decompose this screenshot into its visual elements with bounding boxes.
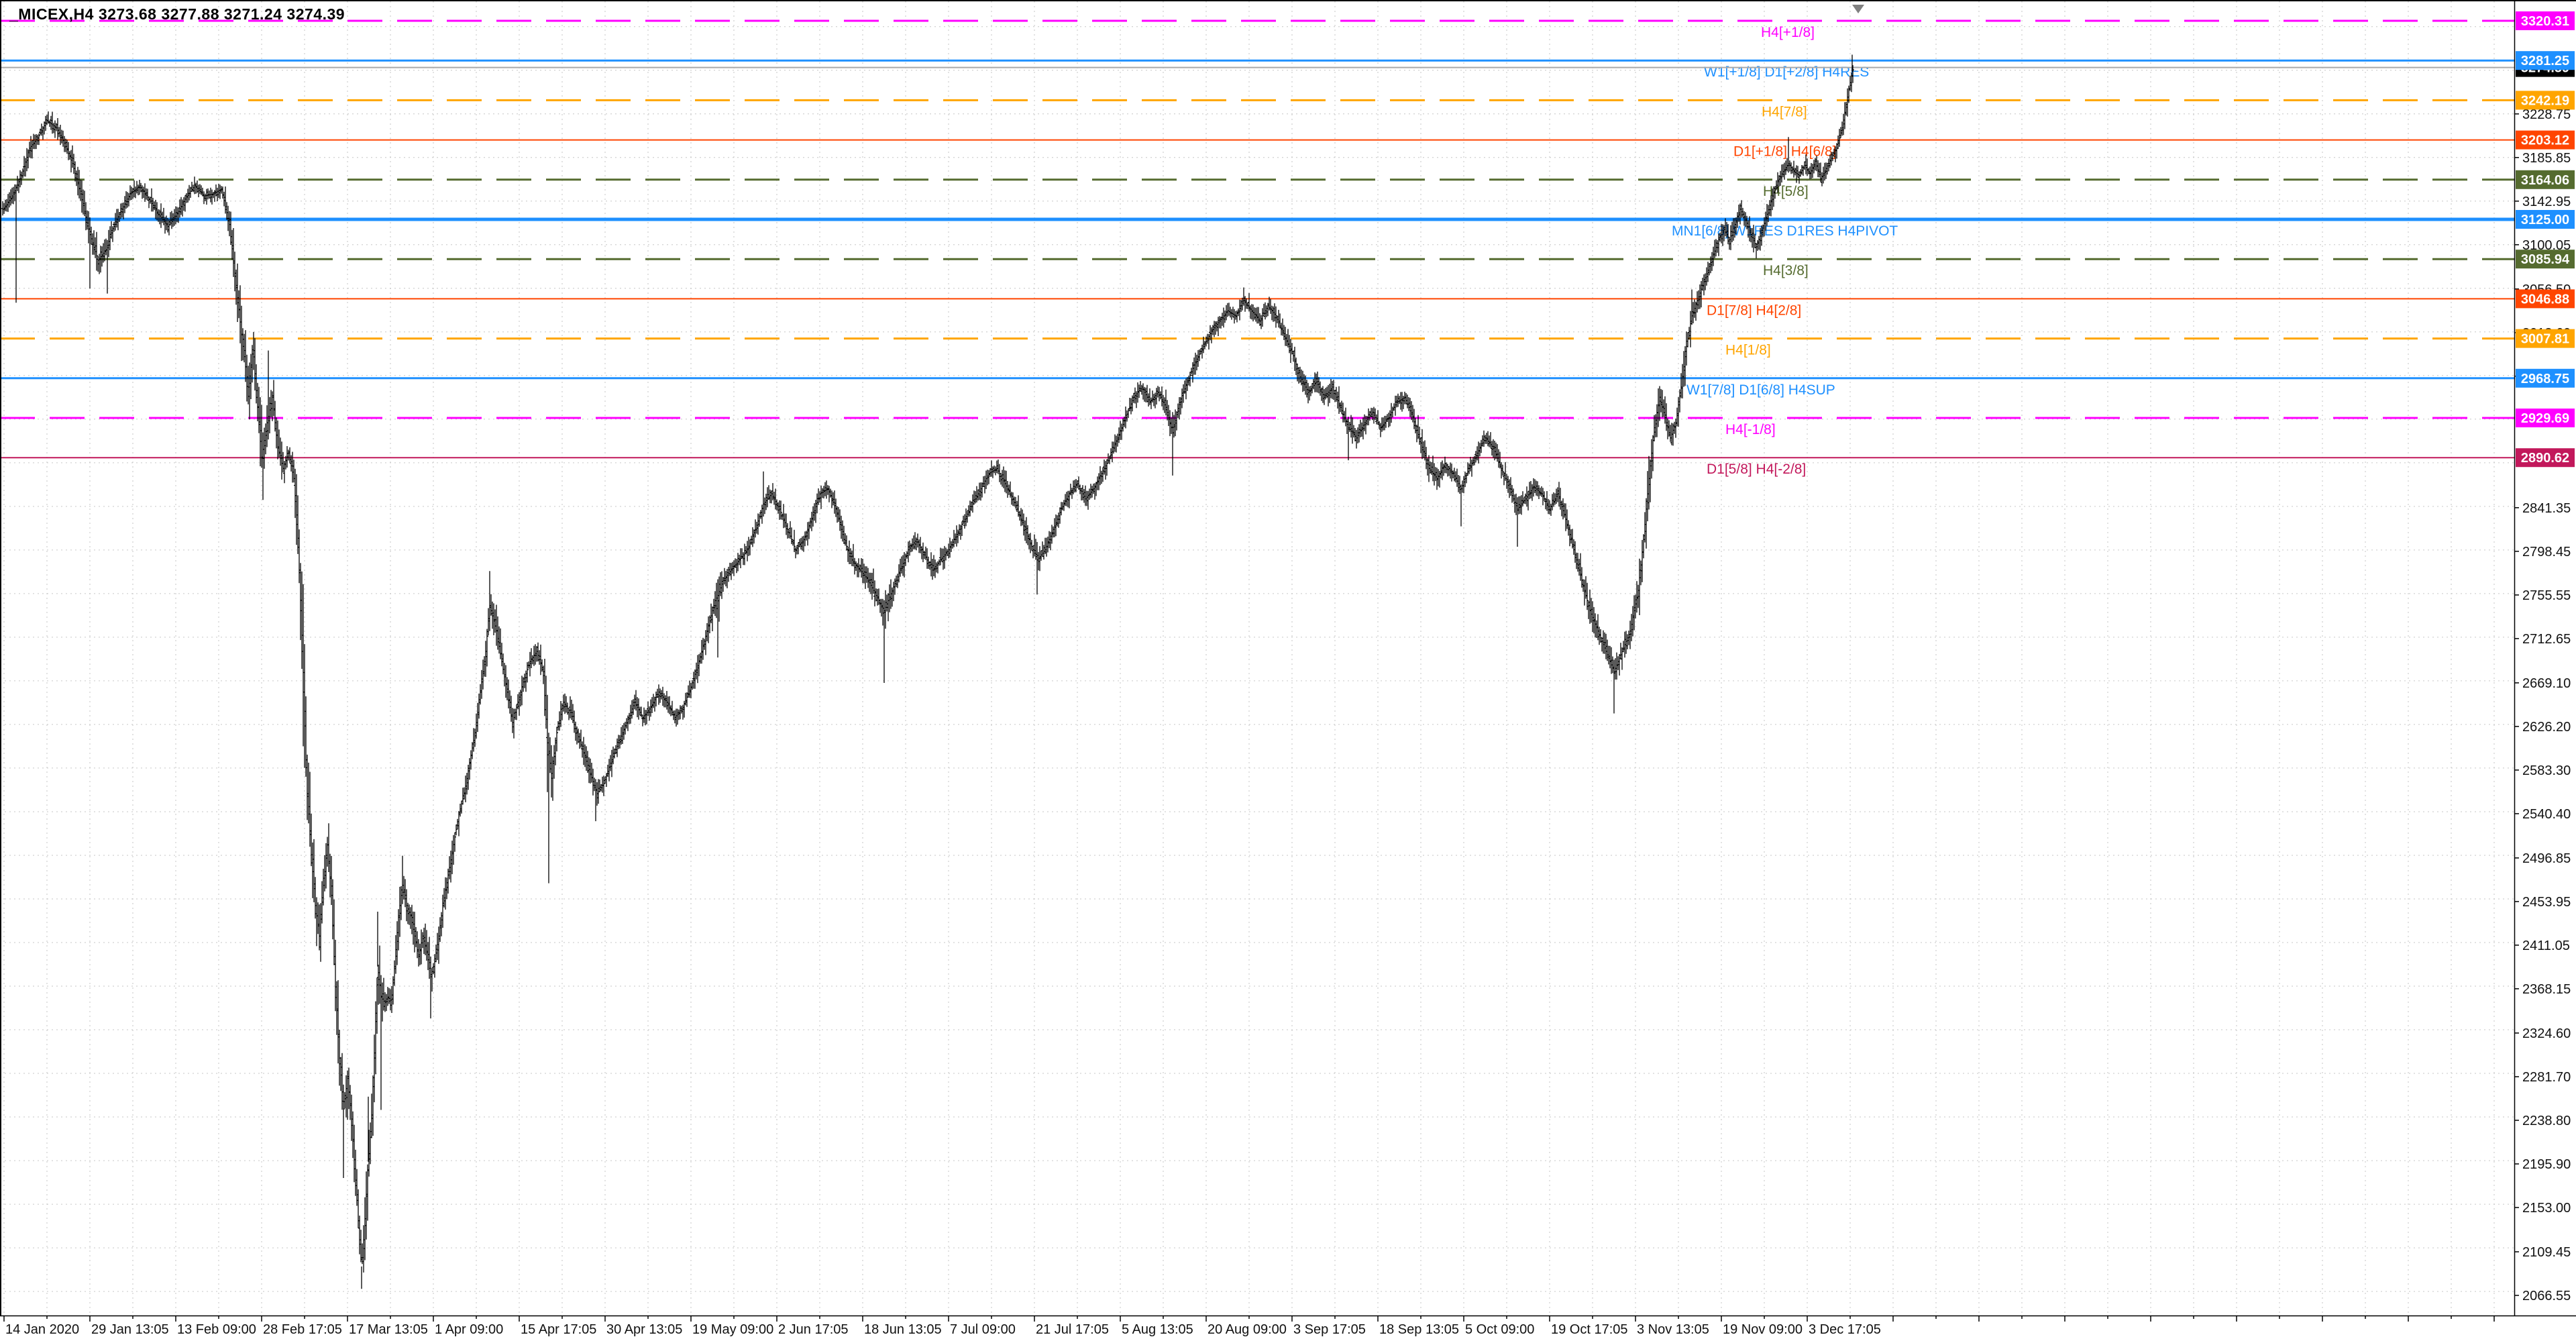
price-badge-label: 3007.81	[2521, 332, 2569, 347]
price-badge	[2516, 51, 2575, 70]
price-badge-label: 3242.19	[2521, 93, 2569, 108]
price-badge-label: 3085.94	[2521, 252, 2570, 267]
time-tick-label: 21 Jul 17:05	[1036, 1322, 1109, 1337]
price-tick-label: 2066.55	[2522, 1289, 2571, 1303]
price-badge	[2516, 170, 2575, 189]
price-badge	[2516, 329, 2575, 348]
time-tick-label: 29 Jan 13:05	[91, 1322, 169, 1337]
level-label: H4[-1/8]	[1725, 422, 1776, 437]
price-badge-label: 2929.69	[2521, 411, 2569, 426]
price-tick-label: 2540.40	[2522, 807, 2571, 822]
price-badge	[2516, 91, 2575, 110]
price-badge	[2516, 250, 2575, 269]
price-tick-label: 2238.80	[2522, 1114, 2571, 1128]
time-tick-label: 14 Jan 2020	[5, 1322, 79, 1337]
level-label: H4[7/8]	[1762, 104, 1807, 119]
time-tick-label: 15 Apr 17:05	[521, 1322, 596, 1337]
price-badge-label: 3203.12	[2521, 133, 2569, 148]
price-tick-label: 2195.90	[2522, 1157, 2571, 1172]
price-tick-label: 2626.20	[2522, 720, 2571, 735]
time-tick-label: 3 Sep 17:05	[1293, 1322, 1366, 1337]
level-lines: H4[+1/8] W1[+1/8] D1[+2/8] H4RES H4[7/8] D1…	[0, 19, 2514, 477]
time-tick-label: 3 Dec 17:05	[1809, 1322, 1881, 1337]
price-tick-label: 2153.00	[2522, 1201, 2571, 1216]
price-badge	[2516, 368, 2575, 388]
price-tick-label: 3100.05	[2522, 238, 2571, 253]
time-tick-label: 5 Oct 09:00	[1465, 1322, 1534, 1337]
time-axis[interactable]: 14 Jan 2020 29 Jan 13:05 13 Feb 09:00 28 Fe…	[0, 1315, 2576, 1337]
price-tick-label: 2583.30	[2522, 763, 2571, 778]
time-tick-label: 5 Aug 13:05	[1122, 1322, 1193, 1337]
price-tick-label: 2368.15	[2522, 982, 2571, 997]
price-tick-label: 2798.45	[2522, 545, 2571, 559]
ohlc-bar-ticks	[1, 69, 1854, 1263]
price-tick-label: 2496.85	[2522, 851, 2571, 866]
time-tick-label: 19 Oct 17:05	[1551, 1322, 1628, 1337]
price-badge-label: 3164.06	[2521, 173, 2569, 188]
price-badge-label: 3320.31	[2521, 14, 2569, 29]
price-badge	[2516, 210, 2575, 229]
chart-title: _MICEX,H4 3273.68 3277.88 3271.24 3274.3…	[9, 5, 345, 23]
level-label: H4[1/8]	[1725, 343, 1771, 358]
time-tick-label: 19 May 09:00	[692, 1322, 773, 1337]
time-tick-label: 13 Feb 09:00	[177, 1322, 256, 1337]
price-tick-label: 2669.10	[2522, 676, 2571, 691]
time-tick-label: 17 Mar 13:05	[349, 1322, 428, 1337]
level-label: MN1[6/8] W1RES D1RES H4PIVOT	[1672, 223, 1898, 239]
price-badge	[2516, 448, 2575, 468]
time-tick-label: 7 Jul 09:00	[950, 1322, 1016, 1337]
price-tick-label: 2109.45	[2522, 1245, 2571, 1260]
price-badge-label: 3125.00	[2521, 213, 2569, 227]
price-tick-label: 2841.35	[2522, 501, 2571, 516]
price-badge-label: 2968.75	[2521, 372, 2569, 386]
price-tick-label: 2324.60	[2522, 1026, 2571, 1041]
down-arrow-icon[interactable]	[1852, 5, 1864, 13]
price-tick-label: 2281.70	[2522, 1070, 2571, 1085]
time-tick-label: 18 Jun 13:05	[864, 1322, 942, 1337]
price-badge-label: 3046.88	[2521, 292, 2569, 307]
time-tick-label: 28 Feb 17:05	[263, 1322, 342, 1337]
time-tick-label: 2 Jun 17:05	[778, 1322, 849, 1337]
price-tick-label: 2411.05	[2522, 939, 2570, 953]
time-tick-label: 19 Nov 09:00	[1723, 1322, 1803, 1337]
level-label: H4[5/8]	[1763, 184, 1809, 199]
ohlc-bars[interactable]	[2, 54, 1854, 1289]
price-badge	[2516, 409, 2575, 427]
price-badge-label: 3281.25	[2521, 54, 2569, 68]
level-label: D1[7/8] H4[2/8]	[1707, 303, 1801, 318]
level-label: D1[+1/8] H4[6/8]	[1733, 144, 1837, 160]
time-tick-label: 20 Aug 09:00	[1208, 1322, 1287, 1337]
price-tick-label: 3185.85	[2522, 151, 2571, 166]
price-tick-label: 2755.55	[2522, 588, 2571, 603]
price-badge-label: 2890.62	[2521, 451, 2569, 466]
time-tick-label: 30 Apr 13:05	[606, 1322, 682, 1337]
price-tick-label: 3228.75	[2522, 107, 2571, 122]
price-tick-label: 2453.95	[2522, 895, 2571, 910]
level-label: D1[5/8] H4[-2/8]	[1707, 462, 1806, 477]
time-tick-label: 18 Sep 13:05	[1379, 1322, 1459, 1337]
price-axis[interactable]: 3228.753185.853142.953100.053056.503013.…	[2514, 0, 2575, 1316]
grid-lines	[0, 1, 2514, 1316]
price-tick-label: 3142.95	[2522, 195, 2571, 209]
time-tick-label: 1 Apr 09:00	[435, 1322, 503, 1337]
price-badge	[2516, 11, 2575, 30]
level-label: W1[7/8] D1[6/8] H4SUP	[1686, 382, 1835, 398]
chart-title-row: _MICEX,H4 3273.68 3277.88 3271.24 3274.3…	[9, 5, 345, 23]
time-tick-label: 3 Nov 13:05	[1637, 1322, 1709, 1337]
level-label: H4[+1/8]	[1761, 25, 1815, 40]
level-label: W1[+1/8] D1[+2/8] H4RES	[1704, 64, 1869, 80]
level-label: H4[3/8]	[1763, 263, 1809, 278]
price-tick-label: 2712.65	[2522, 632, 2571, 647]
price-badge	[2516, 289, 2575, 309]
price-badge	[2516, 130, 2575, 150]
